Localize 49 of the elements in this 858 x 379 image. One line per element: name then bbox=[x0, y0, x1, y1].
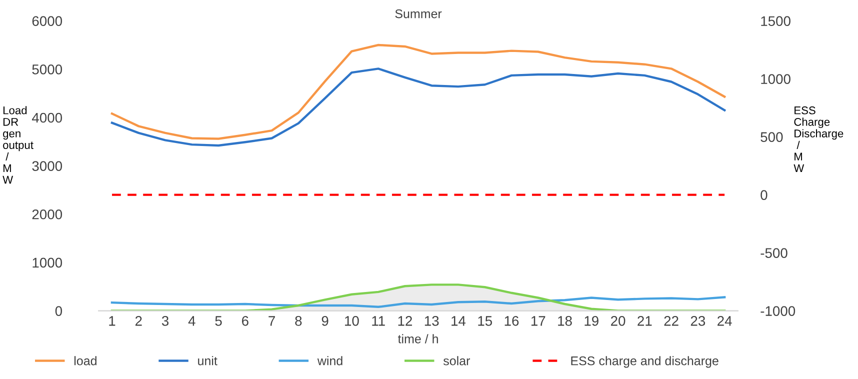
line-series bbox=[110, 296, 726, 308]
legend-label: load bbox=[74, 356, 96, 366]
y-axis-title: Load DR gen output / M W bbox=[2, 106, 34, 184]
y2-tick-label: -1000 bbox=[760, 306, 796, 316]
x-tick-label: 16 bbox=[504, 316, 519, 326]
y-tick-label: 4000 bbox=[32, 112, 62, 123]
x-tick-label: 3 bbox=[162, 316, 169, 326]
x-tick-label: 6 bbox=[242, 316, 248, 326]
x-tick-label: 19 bbox=[584, 316, 598, 326]
y2-tick-label: 1000 bbox=[761, 74, 790, 84]
legend-label: solar bbox=[443, 356, 470, 366]
x-tick-label: 15 bbox=[478, 316, 492, 326]
x-tick-label: 8 bbox=[295, 316, 302, 326]
x-tick-label: 1 bbox=[109, 316, 116, 326]
x-tick-label: 21 bbox=[638, 316, 652, 326]
chart-title: Summer bbox=[395, 9, 442, 18]
y-tick-label: 2000 bbox=[32, 209, 62, 220]
x-tick-label: 7 bbox=[268, 316, 275, 326]
y-tick-label: 0 bbox=[55, 306, 62, 316]
y2-tick-label: 500 bbox=[760, 132, 783, 142]
y-tick-label: 5000 bbox=[32, 64, 62, 74]
x-tick-label: 18 bbox=[558, 316, 572, 326]
x-tick-label: 4 bbox=[188, 316, 196, 326]
y-tick-label: 3000 bbox=[32, 161, 62, 171]
x-tick-label: 9 bbox=[322, 316, 328, 326]
x-tick-label: 23 bbox=[690, 316, 706, 326]
x-axis-title: time / h bbox=[398, 334, 438, 344]
x-tick-label: 2 bbox=[135, 316, 142, 326]
line-series bbox=[110, 68, 726, 147]
line-series bbox=[110, 44, 726, 140]
legend-label: wind bbox=[317, 356, 342, 366]
x-tick-label: 13 bbox=[424, 316, 439, 326]
y2-axis-title: ESS Charge Discharge / M W bbox=[794, 106, 844, 172]
y-tick-label: 1000 bbox=[32, 258, 62, 268]
legend-label: ESS charge and discharge bbox=[571, 356, 718, 368]
x-tick-label: 12 bbox=[398, 316, 412, 326]
legend-label: unit bbox=[198, 356, 218, 366]
x-tick-label: 10 bbox=[345, 316, 359, 326]
y-tick-label: 6000 bbox=[32, 16, 62, 26]
y2-tick-label: 0 bbox=[760, 190, 768, 200]
y2-tick-label: 1500 bbox=[761, 16, 790, 26]
x-tick-label: 24 bbox=[718, 316, 732, 326]
x-tick-label: 17 bbox=[531, 316, 546, 326]
x-tick-label: 22 bbox=[664, 316, 678, 326]
y2-tick-label: -500 bbox=[760, 248, 788, 258]
x-tick-label: 20 bbox=[611, 316, 626, 326]
x-tick-label: 5 bbox=[215, 316, 222, 326]
x-tick-label: 11 bbox=[372, 316, 385, 326]
x-tick-label: 14 bbox=[452, 316, 466, 326]
